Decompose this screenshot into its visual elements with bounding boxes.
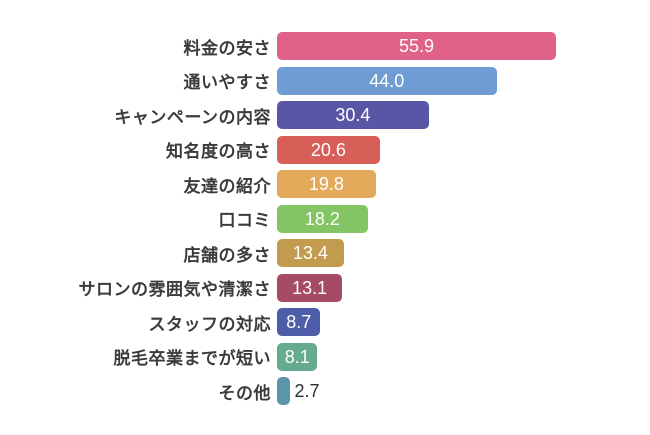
bar-track: 2.7 xyxy=(277,377,650,405)
bar: 8.7 xyxy=(277,308,321,336)
value-label: 2.7 xyxy=(294,381,320,401)
category-label: 通いやすさ xyxy=(183,73,271,92)
bar: 55.9 xyxy=(277,32,556,60)
value-label: 18.2 xyxy=(304,208,340,229)
category-label: スタッフの対応 xyxy=(148,314,271,334)
chart-row: 知名度の高さ 20.6 xyxy=(0,135,650,164)
category-label: 店舗の多さ xyxy=(183,245,271,265)
value-label: 13.1 xyxy=(292,277,328,298)
value-label: 20.6 xyxy=(310,139,346,160)
category-label: サロンの雰囲気や清潔さ xyxy=(78,280,271,299)
chart-row: 脱毛卒業までが短い 8.1 xyxy=(0,342,650,371)
bar: 30.4 xyxy=(277,101,429,129)
bar-track: 19.8 xyxy=(277,170,650,198)
chart-row: 友達の紹介 19.8 xyxy=(0,170,650,198)
bar: 13.1 xyxy=(277,273,343,302)
bar-chart: 料金の安さ 55.9 通いやすさ 44.0 キャンペーンの内容 30.4 知名度の高さ 20.… xyxy=(0,32,650,405)
value-label: 30.4 xyxy=(335,105,371,125)
bar: 20.6 xyxy=(277,135,380,164)
category-label: その他 xyxy=(218,383,271,403)
chart-row: サロンの雰囲気や清潔さ 13.1 xyxy=(0,273,650,302)
chart-row: 店舗の多さ 13.4 xyxy=(0,239,650,267)
bar: 19.8 xyxy=(277,170,376,198)
chart-row: その他 2.7 xyxy=(0,377,650,405)
value-label: 8.1 xyxy=(284,346,310,367)
bar: 44.0 xyxy=(277,66,497,95)
value-label: 19.8 xyxy=(308,174,344,194)
chart-row: スタッフの対応 8.7 xyxy=(0,308,650,336)
category-label: 料金の安さ xyxy=(183,38,271,58)
bar-track: 20.6 xyxy=(277,135,650,164)
value-label: 8.7 xyxy=(286,312,312,332)
bar xyxy=(277,377,291,405)
bar-track: 8.1 xyxy=(277,342,650,371)
value-label: 55.9 xyxy=(398,36,434,56)
chart-row: 通いやすさ 44.0 xyxy=(0,66,650,95)
chart-row: 口コミ 18.2 xyxy=(0,204,650,233)
category-label: 知名度の高さ xyxy=(166,142,271,161)
category-label: 脱毛卒業までが短い xyxy=(113,349,271,368)
chart-row: 料金の安さ 55.9 xyxy=(0,32,650,60)
bar-track: 30.4 xyxy=(277,101,650,129)
bar-track: 44.0 xyxy=(277,66,650,95)
category-label: 友達の紹介 xyxy=(183,176,271,196)
bar-track: 13.1 xyxy=(277,273,650,302)
value-label: 13.4 xyxy=(292,243,328,263)
bar-track: 13.4 xyxy=(277,239,650,267)
bar: 18.2 xyxy=(277,204,368,233)
bar: 13.4 xyxy=(277,239,344,267)
chart-row: キャンペーンの内容 30.4 xyxy=(0,101,650,129)
bar: 8.1 xyxy=(277,342,318,371)
category-label: キャンペーンの内容 xyxy=(114,107,271,127)
category-label: 口コミ xyxy=(218,211,271,230)
bar-track: 8.7 xyxy=(277,308,650,336)
bar-track: 18.2 xyxy=(277,204,650,233)
value-label: 44.0 xyxy=(369,70,405,91)
bar-track: 55.9 xyxy=(277,32,650,60)
